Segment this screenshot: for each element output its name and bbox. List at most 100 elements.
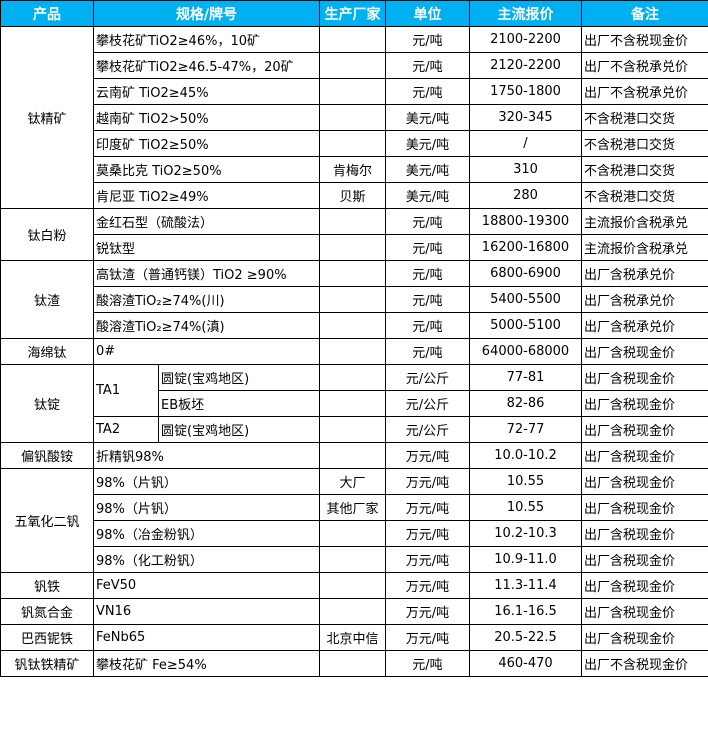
maker-cell: 北京中信 (319, 624, 386, 651)
unit-cell: 元/吨 (385, 234, 470, 261)
table-row: 钛锭 TA1 圆锭(宝鸡地区) 元/公斤 77-81 出厂含税现金价 (0, 364, 708, 443)
spec-cell: 折精钒98% (93, 442, 320, 469)
table-row: 五氧化二钒 98%（片钒） 大厂 万元/吨 10.55 出厂含税现金价 (0, 468, 708, 573)
product-cell: 巴西铌铁 (0, 624, 94, 651)
price-cell: 10.2-10.3 (469, 520, 582, 547)
table-body: 钛精矿 攀枝花矿TiO2≥46%，10矿 元/吨 2100-2200 出厂不含税现金价攀… (0, 26, 708, 677)
unit-cell: 元/公斤 (385, 390, 470, 417)
maker-cell (319, 442, 386, 469)
note-cell: 不含税港口交货 (581, 130, 708, 157)
header-price: 主流报价 (469, 0, 582, 27)
spec-cell: 攀枝花矿TiO2≥46%，10矿 (93, 26, 320, 53)
price-cell: / (469, 130, 582, 157)
maker-cell (319, 52, 386, 79)
table-row: 钛精矿 攀枝花矿TiO2≥46%，10矿 元/吨 2100-2200 出厂不含税现金价 (0, 26, 708, 209)
product-cell: 钛锭 (0, 364, 94, 443)
unit-cell: 美元/吨 (385, 156, 470, 183)
header-note: 备注 (581, 0, 708, 27)
table-row: 98%（片钒） 其他厂家 万元/吨 10.55 出厂含税现金价 (1, 494, 708, 521)
spec-cell: FeNb65 (93, 624, 320, 651)
maker-cell: 大厂 (319, 468, 386, 495)
maker-cell (319, 572, 386, 599)
spec-cell: FeV50 (93, 572, 320, 599)
note-cell: 不含税港口交货 (581, 156, 708, 183)
maker-cell (319, 416, 386, 443)
maker-cell: 贝斯 (319, 182, 386, 209)
spec-cell: 0# (93, 338, 320, 365)
maker-cell (319, 598, 386, 625)
unit-cell: 万元/吨 (385, 598, 470, 625)
price-cell: 310 (469, 156, 582, 183)
maker-cell (319, 312, 386, 339)
table-row: 钛白粉 金红石型（硫酸法） 元/吨 18800-19300 主流报价含税承兑 (0, 208, 708, 261)
note-cell: 不含税港口交货 (581, 182, 708, 209)
price-cell: 6800-6900 (469, 260, 582, 287)
grade-cell: TA2 (93, 416, 159, 443)
spec-cell: 肯尼亚 TiO2≥49% (93, 182, 320, 209)
product-cell: 钒钛铁精矿 (0, 650, 94, 677)
note-cell: 出厂含税现金价 (581, 546, 708, 573)
unit-cell: 万元/吨 (385, 494, 470, 521)
spec-cell: 高钛渣（普通钙镁）TiO2 ≥90% (93, 260, 320, 287)
price-cell: 460-470 (469, 650, 582, 677)
maker-cell (319, 286, 386, 313)
unit-cell: 元/吨 (385, 260, 470, 287)
note-cell: 出厂含税现金价 (581, 468, 708, 495)
note-cell: 出厂不含税承兑价 (581, 78, 708, 105)
price-cell: 72-77 (469, 416, 582, 443)
price-cell: 10.55 (469, 494, 582, 521)
unit-cell: 万元/吨 (385, 572, 470, 599)
note-cell: 出厂含税现金价 (581, 416, 708, 443)
table-row: 莫桑比克 TiO2≥50% 肯梅尔 美元/吨 310 不含税港口交货 (1, 156, 708, 183)
maker-cell (319, 260, 386, 287)
price-cell: 5000-5100 (469, 312, 582, 339)
spec-cell: 酸溶渣TiO₂≥74%(滇) (93, 312, 320, 339)
unit-cell: 元/公斤 (385, 416, 470, 443)
spec-cell: 金红石型（硫酸法） (93, 208, 320, 235)
unit-cell: 美元/吨 (385, 182, 470, 209)
maker-cell: 肯梅尔 (319, 156, 386, 183)
table-row: 钒铁 FeV50 万元/吨 11.3-11.4 出厂含税现金价 (0, 572, 708, 599)
maker-cell (319, 130, 386, 157)
form-cell: 圆锭(宝鸡地区) (158, 364, 320, 391)
spec-cell: 攀枝花矿 Fe≥54% (93, 650, 320, 677)
price-cell: 20.5-22.5 (469, 624, 582, 651)
maker-cell (319, 364, 386, 391)
maker-cell (319, 26, 386, 53)
price-cell: 77-81 (469, 364, 582, 391)
maker-cell (319, 78, 386, 105)
price-cell: 280 (469, 182, 582, 209)
table-row: 攀枝花矿TiO2≥46.5-47%，20矿 元/吨 2120-2200 出厂不含税承兑… (1, 52, 708, 79)
maker-cell (319, 390, 386, 417)
spec-cell: 98%（片钒） (93, 468, 320, 495)
price-cell: 10.55 (469, 468, 582, 495)
table-row: 越南矿 TiO2>50% 美元/吨 320-345 不含税港口交货 (1, 104, 708, 131)
spec-cell: 98%（片钒） (93, 494, 320, 521)
note-cell: 出厂含税现金价 (581, 598, 708, 625)
price-table: 产品 规格/牌号 生产厂家 单位 主流报价 备注 钛精矿 攀枝花矿TiO2≥46%… (0, 0, 708, 677)
unit-cell: 元/吨 (385, 286, 470, 313)
unit-cell: 万元/吨 (385, 546, 470, 573)
grade-cell: TA1 (93, 364, 159, 417)
spec-cell: 酸溶渣TiO₂≥74%(川) (93, 286, 320, 313)
spec-cell: 云南矿 TiO2≥45% (93, 78, 320, 105)
spec-cell: 越南矿 TiO2>50% (93, 104, 320, 131)
price-cell: 16200-16800 (469, 234, 582, 261)
product-cell: 偏钒酸铵 (0, 442, 94, 469)
price-cell: 2120-2200 (469, 52, 582, 79)
form-cell: EB板坯 (158, 390, 320, 417)
table-row: 98%（冶金粉钒） 万元/吨 10.2-10.3 出厂含税现金价 (1, 520, 708, 547)
product-cell: 五氧化二钒 (0, 468, 94, 573)
note-cell: 出厂含税现金价 (581, 390, 708, 417)
header-product: 产品 (0, 0, 94, 27)
header-unit: 单位 (385, 0, 470, 27)
maker-cell (319, 650, 386, 677)
table-row: 钒氮合金 VN16 万元/吨 16.1-16.5 出厂含税现金价 (0, 598, 708, 625)
table-row: 酸溶渣TiO₂≥74%(滇) 元/吨 5000-5100 出厂含税承兑价 (1, 312, 708, 339)
maker-cell (319, 234, 386, 261)
unit-cell: 元/吨 (385, 312, 470, 339)
product-cell: 钛白粉 (0, 208, 94, 261)
note-cell: 出厂含税现金价 (581, 520, 708, 547)
price-cell: 1750-1800 (469, 78, 582, 105)
unit-cell: 元/公斤 (385, 364, 470, 391)
